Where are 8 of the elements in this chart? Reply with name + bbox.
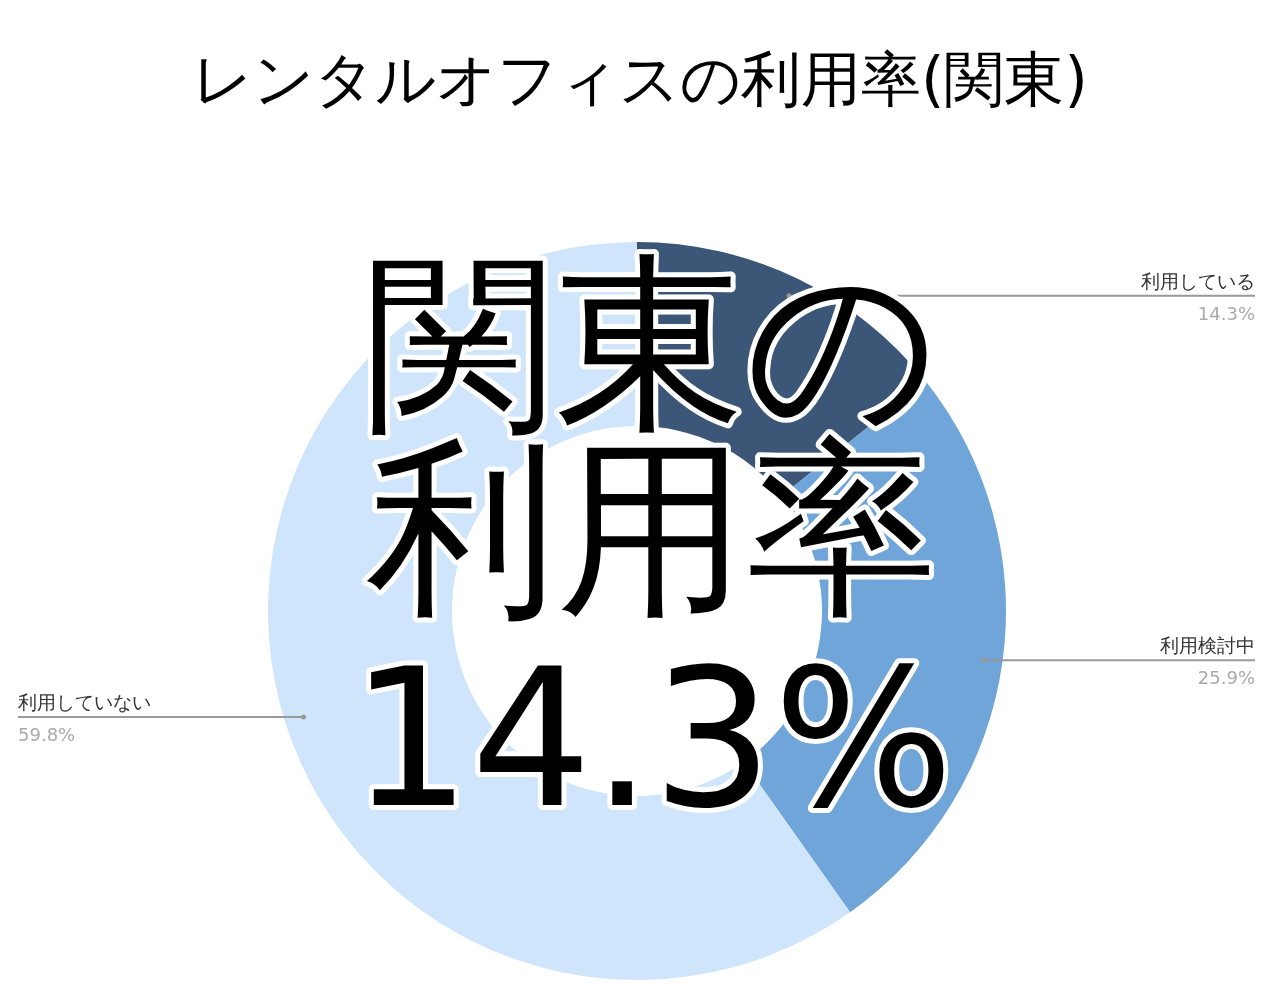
slice-label: 利用していない xyxy=(18,691,151,714)
data-label: 59.8% xyxy=(18,724,76,746)
data-label: 14.3% xyxy=(1197,302,1255,324)
slice-label: 利用している xyxy=(1141,269,1255,292)
text: 14.3% xyxy=(350,629,954,850)
slice-label: 利用検討中 xyxy=(1160,634,1255,657)
chart-title: レンタルオフィスの利用率(関東) xyxy=(192,44,1088,114)
data-label: 25.9% xyxy=(1197,667,1255,689)
